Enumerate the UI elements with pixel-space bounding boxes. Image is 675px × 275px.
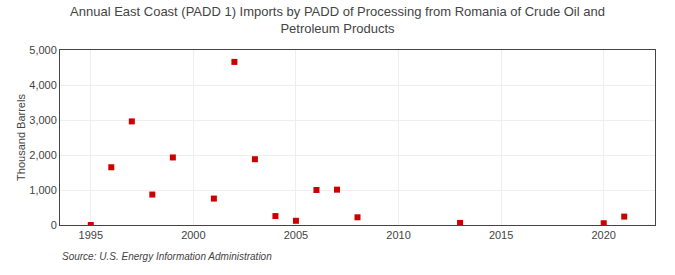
svg-text:4,000: 4,000	[29, 79, 57, 91]
svg-text:1995: 1995	[79, 229, 103, 241]
svg-text:Annual East Coast (PADD 1) Imp: Annual East Coast (PADD 1) Imports by PA…	[70, 4, 605, 36]
svg-text:2010: 2010	[386, 229, 410, 241]
svg-text:Source: U.S. Energy Informatio: Source: U.S. Energy Information Administ…	[62, 251, 272, 262]
svg-text:2005: 2005	[284, 229, 308, 241]
svg-text:2020: 2020	[591, 229, 615, 241]
svg-text:2015: 2015	[489, 229, 513, 241]
svg-text:Thousand Barrels: Thousand Barrels	[15, 94, 27, 181]
svg-text:3,000: 3,000	[29, 114, 57, 126]
svg-text:1,000: 1,000	[29, 184, 57, 196]
svg-text:0: 0	[51, 219, 57, 231]
svg-text:2000: 2000	[181, 229, 205, 241]
svg-text:5,000: 5,000	[29, 44, 57, 56]
svg-text:2,000: 2,000	[29, 149, 57, 161]
